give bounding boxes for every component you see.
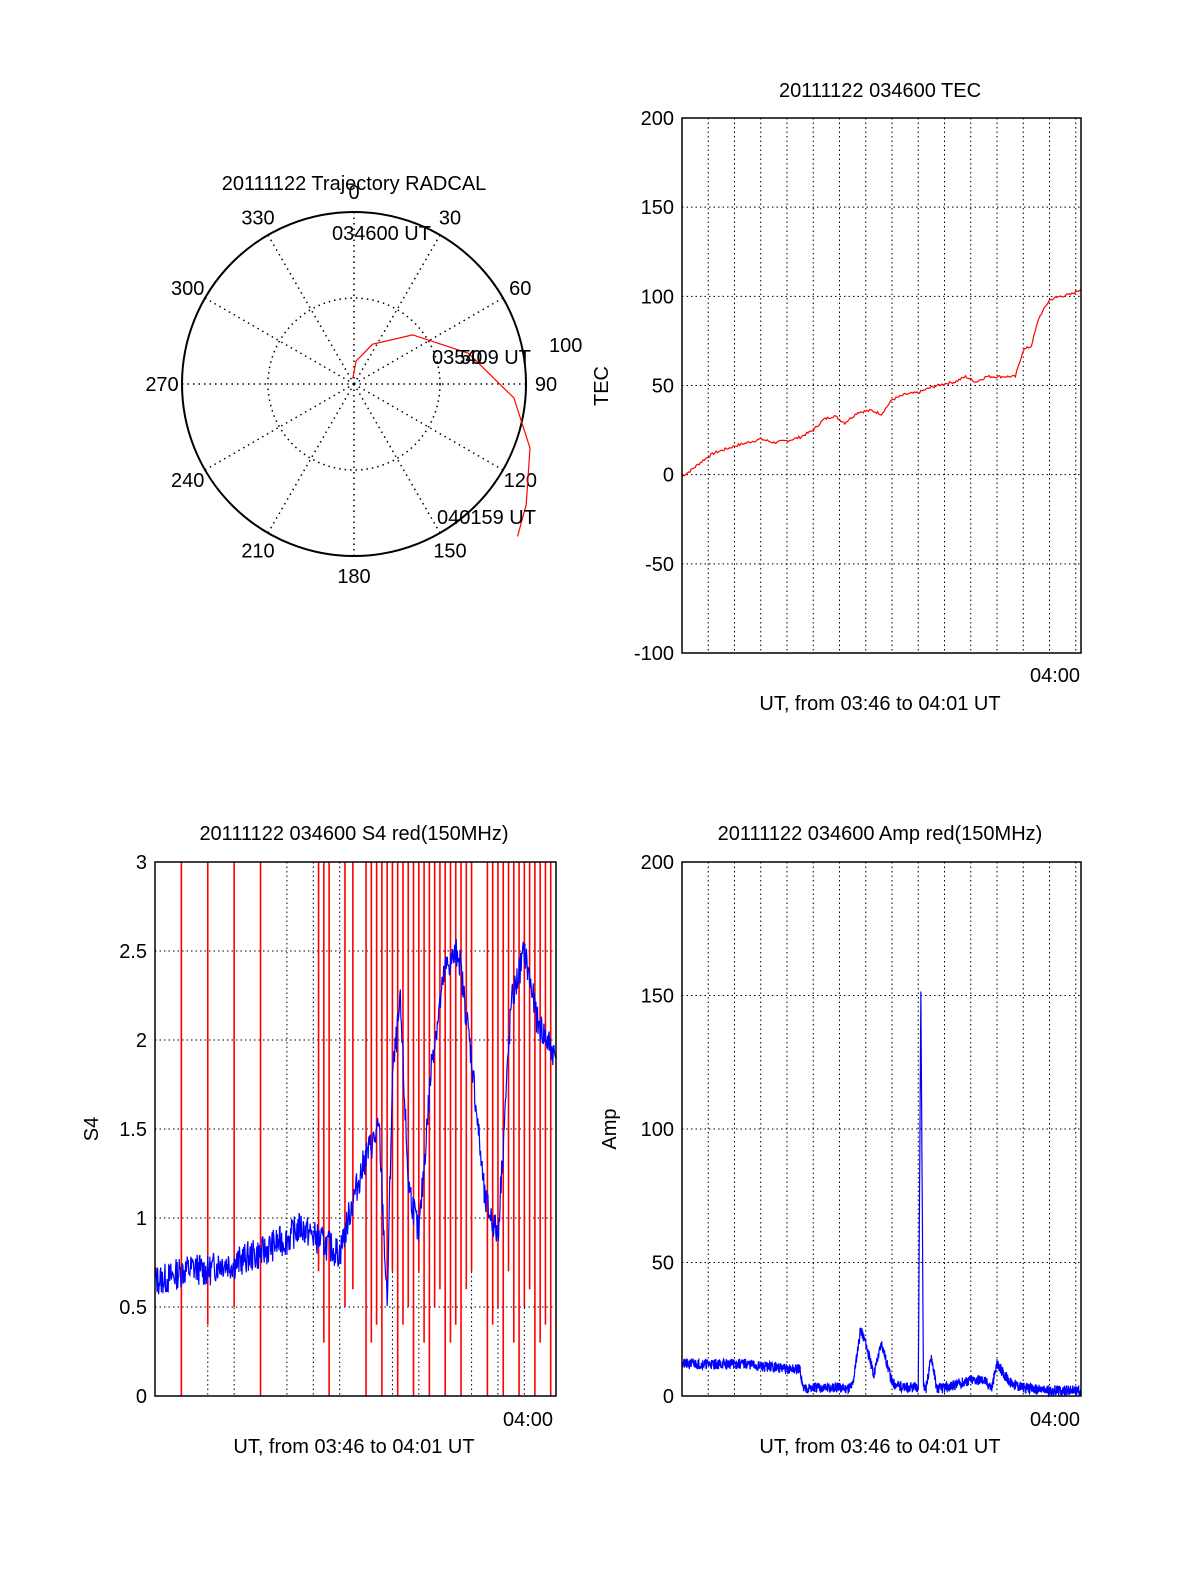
- polar-angle-label: 0: [348, 182, 359, 204]
- polar-trajectory-panel: 20111122 Trajectory RADCAL 0 30 60 90 120 150…: [145, 173, 582, 588]
- polar-spoke-150: [353, 383, 441, 534]
- polar-angle-label: 150: [433, 540, 466, 562]
- s4-xlabel: UT, from 03:46 to 04:01 UT: [233, 1436, 474, 1458]
- polar-spoke-300: [204, 297, 355, 385]
- polar-angle-label: 60: [509, 278, 531, 300]
- trajectory-line: [352, 334, 531, 537]
- amp-ytick-label: 150: [641, 986, 674, 1008]
- polar-angle-label: 120: [504, 470, 537, 492]
- amp-ytick-label: 50: [652, 1253, 674, 1275]
- tec-xlabel: UT, from 03:46 to 04:01 UT: [759, 693, 1000, 715]
- s4-ytick-label: 3: [136, 852, 147, 874]
- tec-ytick-label: 200: [641, 108, 674, 130]
- polar-title: 20111122 Trajectory RADCAL: [222, 173, 487, 195]
- radius-label-100: 100: [549, 335, 582, 357]
- trajectory-path: [352, 334, 531, 537]
- s4-ytick-label: 0: [136, 1386, 147, 1408]
- amp-title: 20111122 034600 Amp red(150MHz): [718, 823, 1043, 845]
- polar-spoke-60: [353, 297, 504, 385]
- s4-ytick-label: 0.5: [119, 1297, 147, 1319]
- s4-plot-area: 0 0.5 1 1.5 2 2.5 3: [119, 852, 557, 1408]
- amp-frame: [681, 861, 1082, 1397]
- polar-angle-label: 240: [171, 470, 204, 492]
- tec-ytick-label: 150: [641, 197, 674, 219]
- polar-spoke-330: [267, 234, 355, 385]
- trajectory-start-label: 034600 UT: [332, 223, 431, 245]
- trajectory-mid-label: 035409 UT: [432, 347, 531, 369]
- amp-xlabel: UT, from 03:46 to 04:01 UT: [759, 1436, 1000, 1458]
- amp-panel: 20111122 034600 Amp red(150MHz) 0 50 100 15…: [599, 823, 1082, 1458]
- amp-ytick-label: 100: [641, 1119, 674, 1141]
- s4-ytick-label: 1.5: [119, 1119, 147, 1141]
- amp-xtick-label: 04:00: [1030, 1409, 1080, 1431]
- s4-title: 20111122 034600 S4 red(150MHz): [199, 823, 508, 845]
- polar-angle-label: 330: [241, 208, 274, 230]
- s4-ytick-label: 1: [136, 1208, 147, 1230]
- tec-ytick-label: 50: [652, 376, 674, 398]
- polar-angle-label: 210: [241, 540, 274, 562]
- polar-spoke-240: [204, 383, 355, 471]
- s4-panel: 20111122 034600 S4 red(150MHz) 0 0.5 1 1.5 2…: [81, 823, 557, 1458]
- amp-ytick-label: 0: [663, 1386, 674, 1408]
- s4-ytick-label: 2: [136, 1030, 147, 1052]
- amp-plot-area: 0 50 100 150 200: [641, 852, 1082, 1408]
- tec-ytick-label: -50: [645, 554, 674, 576]
- polar-grid: [181, 211, 527, 557]
- tec-frame: [681, 117, 1082, 654]
- polar-angle-label: 30: [439, 208, 461, 230]
- polar-angle-label: 180: [337, 566, 370, 588]
- tec-ytick-label: -100: [634, 643, 674, 665]
- s4-blue-series-line: [154, 939, 557, 1306]
- polar-angle-label: 300: [171, 278, 204, 300]
- s4-xtick-label: 04:00: [503, 1409, 553, 1431]
- amp-ylabel: Amp: [599, 1108, 621, 1149]
- tec-plot-area: -100 -50 0 50 100 150 200: [634, 108, 1082, 665]
- polar-inner-circle: [267, 297, 441, 471]
- tec-series-line: [681, 288, 1082, 477]
- amp-ytick-label: 200: [641, 852, 674, 874]
- radius-label-50: 50: [460, 347, 482, 369]
- s4-ylabel: S4: [81, 1117, 103, 1141]
- amp-series-line: [681, 991, 1082, 1398]
- tec-ytick-label: 100: [641, 286, 674, 308]
- polar-spoke-120: [353, 383, 504, 471]
- polar-angle-label: 90: [535, 374, 557, 396]
- tec-ylabel: TEC: [591, 366, 613, 406]
- tec-title: 20111122 034600 TEC: [779, 80, 981, 102]
- s4-frame: [154, 861, 557, 1397]
- tec-ytick-label: 0: [663, 465, 674, 487]
- polar-spoke-210: [267, 383, 355, 534]
- s4-ytick-label: 2.5: [119, 941, 147, 963]
- polar-angle-label: 270: [145, 374, 178, 396]
- trajectory-end-label: 040159 UT: [437, 507, 536, 529]
- polar-spoke-30: [353, 234, 441, 385]
- tec-xtick-label: 04:00: [1030, 665, 1080, 687]
- tec-panel: 20111122 034600 TEC -100-50050100150200 …: [591, 80, 1082, 715]
